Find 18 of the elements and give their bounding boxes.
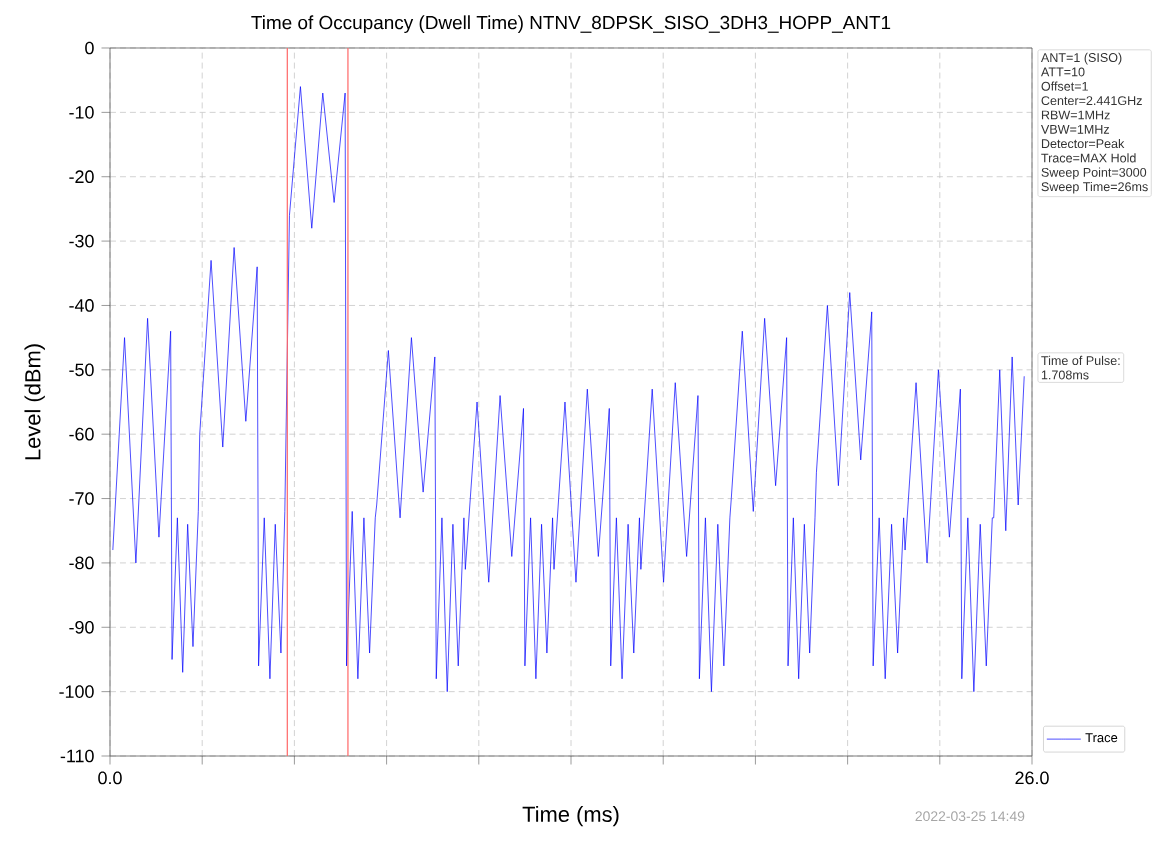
y-tick-label: 0	[85, 41, 94, 55]
x-tick-label: 0.0	[98, 771, 122, 785]
x-axis-title: Time (ms)	[522, 805, 619, 827]
y-tick-label: -50	[69, 363, 94, 377]
y-tick-label: -60	[69, 427, 94, 441]
y-tick-label: -40	[69, 299, 94, 312]
y-tick-label: -100	[59, 685, 94, 698]
y-tick-label: -30	[69, 234, 94, 248]
line-series	[112, 86, 1025, 692]
y-tick-label: -70	[69, 492, 94, 505]
chart-title: Time of Occupancy (Dwell Time) NTNV_8DPSK_SISO_3DH3_HOPP_ANT1	[251, 15, 891, 34]
x-tick-label: 26.0	[1015, 771, 1049, 785]
y-tick-label: -110	[60, 749, 94, 763]
y-tick-label: -20	[69, 170, 94, 184]
y-tick-label: -80	[69, 556, 94, 570]
y-tick-label: -90	[69, 620, 94, 634]
y-tick-label: -10	[69, 106, 94, 119]
y-axis-title: Level (dBm)	[24, 344, 45, 460]
